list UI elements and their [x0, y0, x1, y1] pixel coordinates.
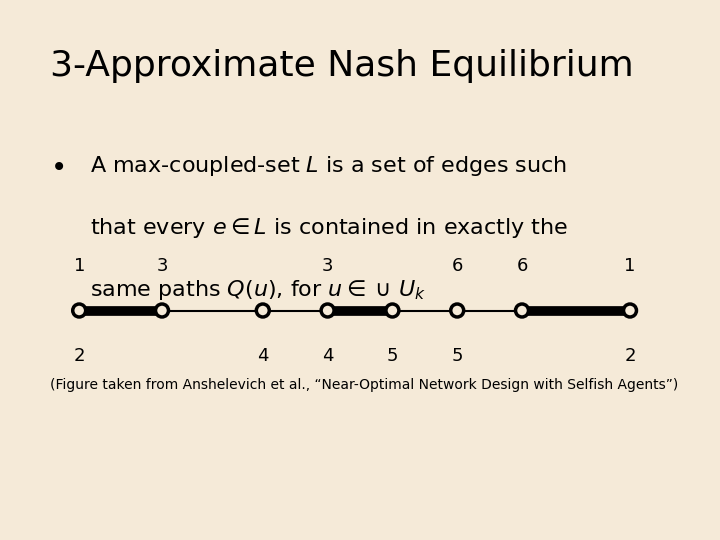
Text: 5: 5 [451, 347, 463, 365]
Ellipse shape [156, 304, 168, 317]
Text: 1: 1 [73, 258, 85, 275]
Text: 6: 6 [516, 258, 528, 275]
Text: 3: 3 [156, 258, 168, 275]
Text: 4: 4 [322, 347, 333, 365]
Text: 1: 1 [624, 258, 636, 275]
Text: (Figure taken from Anshelevich et al., “Near-Optimal Network Design with Selfish: (Figure taken from Anshelevich et al., “… [50, 378, 679, 392]
Text: •: • [50, 154, 67, 182]
Ellipse shape [256, 304, 269, 317]
Text: 2: 2 [624, 347, 636, 365]
Ellipse shape [321, 304, 334, 317]
Text: that every $e \in L$ is contained in exactly the: that every $e \in L$ is contained in exa… [90, 216, 568, 240]
Text: 3: 3 [322, 258, 333, 275]
Ellipse shape [516, 304, 528, 317]
Ellipse shape [73, 304, 86, 317]
Ellipse shape [451, 304, 464, 317]
Text: 6: 6 [451, 258, 463, 275]
Text: same paths $Q(u)$, for $u \in \cup\, U_k$: same paths $Q(u)$, for $u \in \cup\, U_k… [90, 278, 426, 302]
Text: 5: 5 [387, 347, 398, 365]
Text: 2: 2 [73, 347, 85, 365]
Ellipse shape [624, 304, 636, 317]
Text: 4: 4 [257, 347, 269, 365]
Text: 3-Approximate Nash Equilibrium: 3-Approximate Nash Equilibrium [50, 49, 634, 83]
Ellipse shape [386, 304, 399, 317]
Text: A max-coupled-set $L$ is a set of edges such: A max-coupled-set $L$ is a set of edges … [90, 154, 567, 178]
